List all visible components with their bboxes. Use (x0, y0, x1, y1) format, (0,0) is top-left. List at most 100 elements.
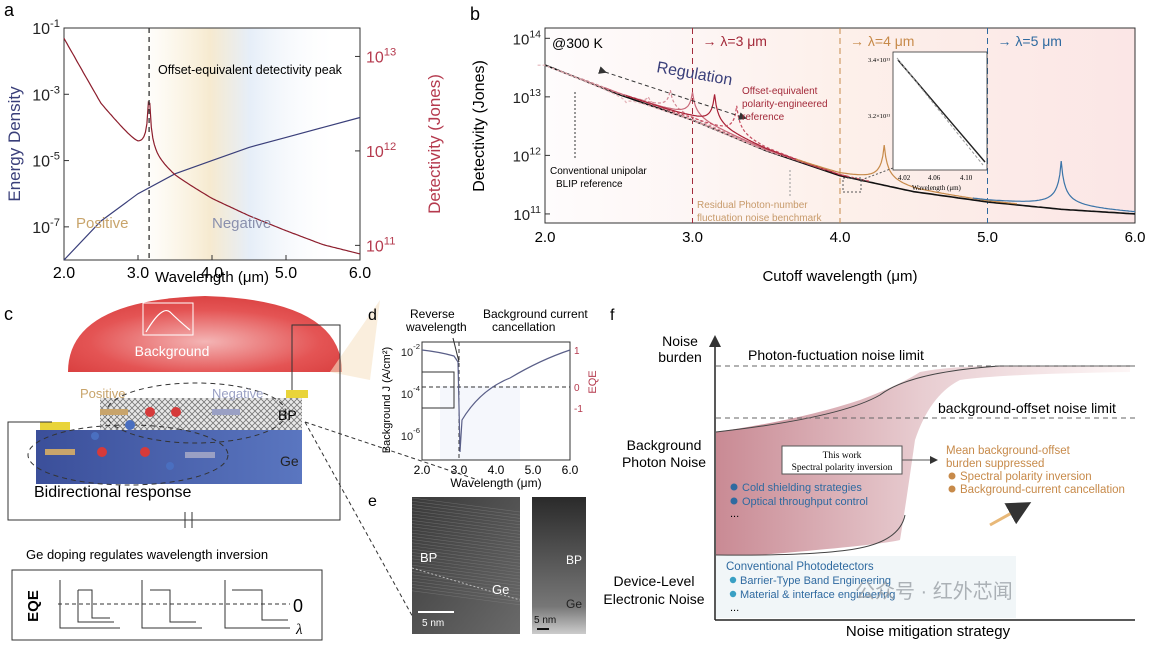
watermark: 公众号 · 红外芯闻 (855, 580, 1013, 603)
panel-e-lattice-fringe (411, 529, 521, 545)
panel-e-scale-1: 5 nm (422, 618, 444, 629)
panel-a-ylabel-right: Detectivity (Jones) (425, 74, 444, 214)
panel-a-positive-label: Positive (76, 215, 129, 232)
panel-a-detectivity-series (63, 38, 361, 255)
panel-e-bp-2: BP (566, 553, 582, 567)
panel-e-lattice-fringe (411, 539, 521, 554)
panel-d-ylabel: Background J (A/cm²) (381, 347, 393, 453)
panel-b-ytick-label: 1011 (513, 204, 541, 224)
panel-e-scale-2: 5 nm (534, 615, 556, 626)
panel-b-inset-xtick-3: 4.10 (960, 174, 973, 182)
panel-c-eqe-mini-2 (141, 580, 202, 629)
panel-a-ytick-left-label: 10-1 (32, 18, 60, 38)
panel-e-lattice-fringe (411, 561, 521, 577)
panel-a-xlabel: Wavelength (μm) (155, 269, 269, 286)
panel-b-inset-xtick-1: 4.02 (898, 174, 911, 182)
panel-f-conventional-band (716, 556, 1016, 618)
panel-e-lattice-fringe (411, 548, 521, 564)
panel-b-inset-xtick-2: 4.06 (928, 174, 941, 182)
panel-c-circuit (7, 324, 341, 521)
panel-a-ytick-left-label: 10-5 (32, 151, 60, 171)
panel-b-xticks: 2.0 3.0 4.0 5.0 6.0 (535, 218, 1145, 246)
panel-e-lattice-fringe (411, 523, 521, 538)
panel-b-peak-series (648, 102, 870, 182)
panel-f-orange-item-2: Background-current cancellation (960, 484, 1125, 496)
panel-e-lattice-fringe (411, 587, 521, 602)
panel-b-offset-note-3: reference (742, 112, 785, 123)
panel-label-f: f (610, 307, 615, 324)
panel-a-ylabel-left: Energy Density (5, 86, 24, 202)
panel-d-yticks: 10-2 10-4 10-6 (401, 342, 421, 443)
panel-b-lambda-markers: → λ=3 μm → λ=4 μm → λ=5 μm (692, 28, 1062, 223)
panel-f-blue-item-1: Cold shielding strategies (742, 482, 862, 494)
panel-d-ytick-label: 10-4 (401, 384, 421, 401)
panel-b-blip-note-2: BLIP reference (556, 179, 623, 190)
panel-b-ytick-label: 1014 (513, 28, 542, 48)
panel-b-inset-xlabel: Wavelength (μm) (912, 184, 962, 192)
panel-a-energy-series (63, 116, 361, 261)
panel-d-reverse-1: Reverse (410, 307, 455, 321)
panel-e-lattice-fringe (411, 536, 521, 551)
panel-a-spectrum-shading (140, 28, 340, 260)
panel-e-lattice-fringe (411, 510, 521, 526)
panel-c-electron-2 (171, 407, 181, 417)
panel-c-bidirectional: Bidirectional response (34, 484, 192, 501)
panel-b-inset-ytick-1: 3.4×10¹¹ (868, 57, 890, 64)
panel-e-lattice-fringe (411, 532, 521, 548)
panel-e-lattice-fringe (411, 577, 521, 593)
panel-c-background-label: Background (135, 343, 210, 359)
panel-f-ylabel-top-2: burden (658, 349, 702, 365)
panel-a-annotation: Offset-equivalent detectivity peak (158, 63, 343, 77)
panel-a-ytick-left-label: 10-7 (32, 217, 60, 237)
panel-a-ytick-right-label: 1011 (366, 235, 395, 255)
panel-f-mean-offset-1: Mean background-offset (946, 445, 1071, 457)
panel-e-lattice (411, 497, 521, 606)
panel-e-lattice-fringe (411, 552, 521, 567)
panel-c-right-contact (286, 390, 308, 398)
panel-e-lattice-fringe (411, 580, 521, 596)
panel-d-eqe-tick-3: -1 (574, 404, 583, 415)
panel-b-offset-note-2: polarity-engineered (742, 99, 828, 110)
panel-d-shading (440, 386, 520, 460)
panel-d-xtick-label: 5.0 (525, 463, 542, 477)
panel-e-ge-2: Ge (566, 597, 582, 611)
panel-e-haadf-image (532, 497, 586, 634)
panel-e-lattice-fringe (411, 504, 521, 519)
panel-b-ytick-label: 1013 (513, 87, 542, 107)
panel-f-lower-edge (715, 514, 906, 556)
panel-c-callout-wedge (330, 300, 380, 380)
panel-a-series (63, 38, 361, 261)
panel-a-left-ticks: 10-1 10-3 10-5 10-7 (32, 18, 69, 237)
panel-f-bullet-blue-1 (730, 483, 738, 491)
panel-a-xtick-label: 6.0 (349, 265, 371, 282)
panel-label-d: d (368, 307, 377, 324)
panel-f-orange-item-1: Spectral polarity inversion (960, 471, 1092, 483)
panel-e-bp-1: BP (420, 550, 437, 565)
panel-b-lambda-label: → λ=5 μm (998, 33, 1062, 49)
panel-e-lattice-fringe (411, 513, 521, 529)
panel-e-lattice-fringe (411, 500, 521, 516)
panel-c-hole-3 (166, 462, 174, 470)
panel-c-bp-label: BP (278, 407, 297, 423)
panel-f-conv-item-1: Barrier-Type Band Engineering (740, 575, 891, 587)
panel-f-bullet-conv-2 (729, 590, 737, 598)
panel-d-reverse-2: wavelength (405, 320, 467, 334)
panel-b-inset: 3.4×10¹¹ 3.2×10¹¹ 4.02 4.06 4.10 Wavelen… (842, 51, 988, 193)
panel-c-negative-label: Negative (212, 386, 263, 401)
panel-a-xticks: 2.0 3.0 4.0 5.0 6.0 (53, 255, 371, 282)
panel-b-xlabel: Cutoff wavelength (μm) (762, 268, 917, 285)
panel-e-lattice-fringe (411, 568, 521, 583)
panel-label-c: c (4, 304, 13, 324)
panel-d-xtick-label: 2.0 (414, 463, 431, 477)
panel-f-offset-limit: background-offset noise limit (938, 400, 1116, 416)
panel-a-xtick-label: 2.0 (53, 265, 75, 282)
panel-e-lattice-fringe (411, 516, 521, 532)
panel-c-electron-1 (145, 407, 155, 417)
panel-label-e: e (368, 493, 377, 510)
panel-c-eqe-label: EQE (25, 590, 42, 622)
panel-c-eqe-mini-1 (59, 580, 120, 629)
panel-c-doping-label: Ge doping regulates wavelength inversion (26, 547, 268, 562)
panel-e-lattice-fringe (411, 584, 521, 599)
panel-d-xtick-label: 6.0 (562, 463, 579, 477)
